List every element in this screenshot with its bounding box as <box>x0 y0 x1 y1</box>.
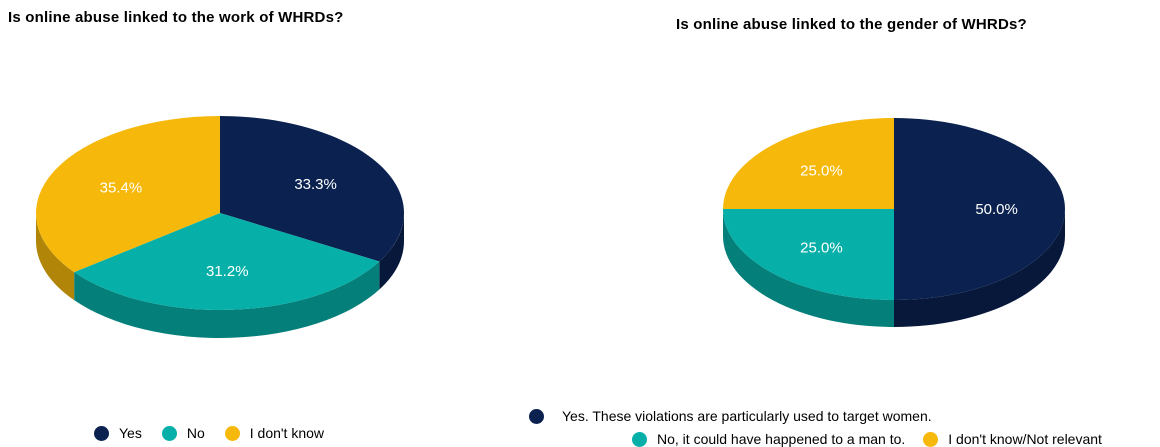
chart-title-gender: Is online abuse linked to the gender of … <box>676 16 1027 33</box>
pie-slice-1-2 <box>723 118 894 209</box>
legend-work: Yes No I don't know <box>94 425 324 441</box>
pie-slice-1-1 <box>723 209 894 300</box>
legend-item-no-man: No, it could have happened to a man to. <box>632 431 905 447</box>
legend-item-yes: Yes <box>94 425 142 441</box>
pie-side-0-0 <box>379 213 404 290</box>
legend-item-not-relevant: I don't know/Not relevant <box>923 431 1102 447</box>
pie-side-0-1 <box>74 261 380 338</box>
legend-swatch-no-man <box>632 431 647 447</box>
legend-swatch-not-relevant <box>923 431 939 447</box>
legend-label-yes: Yes <box>119 425 142 441</box>
legend-item-no: No <box>161 425 205 441</box>
legend-label-yes-women: Yes. These violations are particularly u… <box>562 408 932 424</box>
pie-chart-0: 33.3% 31.2% 35.4% <box>35 116 404 338</box>
pie-side-0-2 <box>35 213 75 301</box>
pie-side-walls-1 <box>723 209 1065 327</box>
legend-label-no-man: No, it could have happened to a man to. <box>657 431 906 447</box>
legend-gender-row-1: Yes. These violations are particularly u… <box>529 408 932 424</box>
pie-value-label-0-2: 35.4% <box>100 179 143 196</box>
legend-swatch-no <box>161 425 177 441</box>
legend-label-dont-know: I don't know <box>249 425 325 441</box>
pie-side-1-0 <box>894 209 1065 327</box>
pie-value-label-1-0: 50.0% <box>975 201 1018 218</box>
pie-slice-0-2 <box>36 116 221 273</box>
pie-side-1-1 <box>723 209 894 327</box>
legend-label-no: No <box>186 425 205 441</box>
legend-item-yes-women: Yes. These violations are particularly u… <box>529 408 932 424</box>
legend-label-not-relevant: I don't know/Not relevant <box>948 431 1102 447</box>
pie-value-label-0-0: 33.3% <box>294 176 337 193</box>
pie-value-label-1-2: 25.0% <box>800 162 843 179</box>
pie-slice-0-0 <box>220 116 404 262</box>
pie-slice-1-0 <box>894 118 1065 300</box>
legend-gender-row-2: No, it could have happened to a man to. … <box>632 431 1120 447</box>
pie-slice-0-1 <box>74 213 380 310</box>
pie-chart-1: 50.0% 25.0% 25.0% <box>723 118 1065 327</box>
legend-swatch-yes-women <box>529 408 544 424</box>
legend-swatch-yes <box>94 425 109 441</box>
legend-swatch-dont-know <box>224 425 240 441</box>
pie-value-label-0-1: 31.2% <box>206 263 249 280</box>
pie-side-walls-0 <box>35 213 404 338</box>
legend-item-dont-know: I don't know <box>224 425 325 441</box>
chart-title-work: Is online abuse linked to the work of WH… <box>8 9 344 26</box>
pie-value-label-1-1: 25.0% <box>800 240 843 257</box>
